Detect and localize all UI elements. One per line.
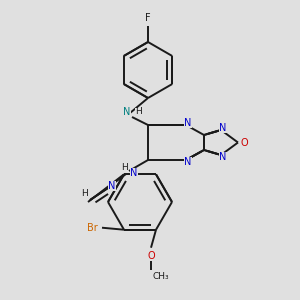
Text: O: O bbox=[240, 137, 248, 148]
Text: H: H bbox=[135, 107, 141, 116]
Text: N: N bbox=[108, 181, 116, 191]
Text: F: F bbox=[145, 13, 151, 23]
Text: N: N bbox=[184, 118, 192, 128]
Text: H: H bbox=[81, 190, 87, 199]
Text: N: N bbox=[184, 157, 192, 167]
Text: Br: Br bbox=[87, 223, 98, 233]
Text: O: O bbox=[147, 251, 155, 261]
Text: N: N bbox=[123, 107, 131, 117]
Text: N: N bbox=[219, 123, 227, 133]
Text: CH₃: CH₃ bbox=[153, 272, 169, 281]
Text: N: N bbox=[219, 152, 227, 162]
Text: N: N bbox=[130, 168, 138, 178]
Text: H: H bbox=[121, 164, 128, 172]
